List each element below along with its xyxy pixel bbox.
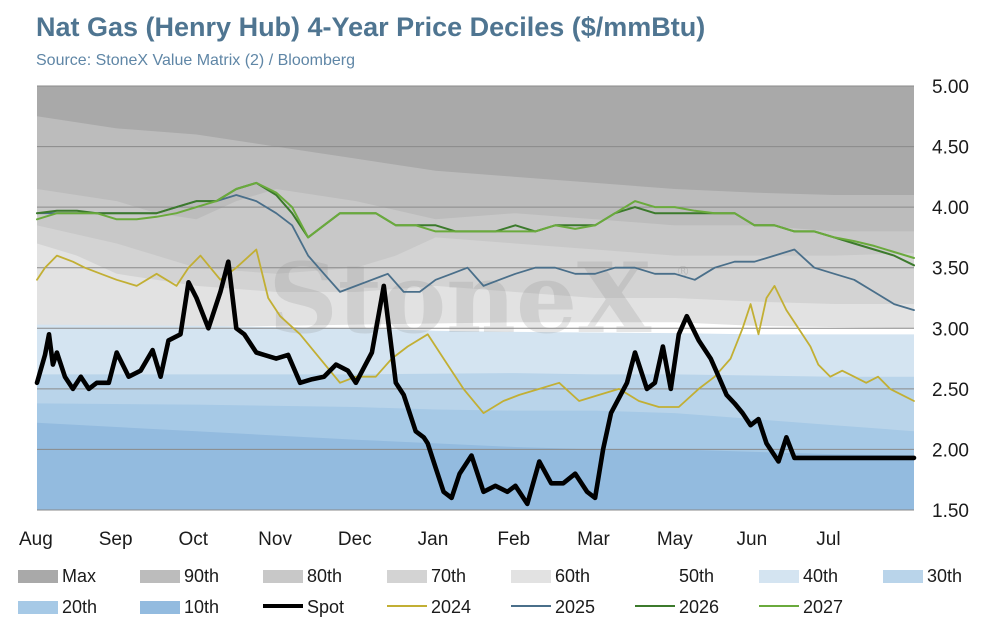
legend-swatch	[511, 569, 551, 583]
y-tick-label: 2.50	[932, 380, 969, 401]
legend-item-spot: Spot	[263, 596, 345, 617]
legend-swatch	[759, 569, 799, 583]
x-tick-label: Feb	[497, 529, 530, 550]
legend-item-40th: 40th	[759, 565, 839, 586]
x-tick-label: May	[657, 529, 693, 550]
series-2027	[36, 181, 915, 259]
legend-swatch	[635, 605, 675, 608]
legend-item-70th: 70th	[387, 565, 467, 586]
x-tick-label: Oct	[178, 529, 208, 550]
legend-label: Max	[62, 565, 97, 586]
legend-label: 70th	[431, 565, 467, 586]
y-tick-label: 2.00	[932, 440, 969, 461]
legend-swatch	[511, 605, 551, 608]
stonex-watermark: StoneX	[268, 242, 652, 355]
legend-item-2024: 2024	[387, 596, 472, 617]
gridlines	[37, 85, 914, 511]
legend-item-60th: 60th	[511, 565, 591, 586]
legend-label: 2024	[431, 596, 472, 617]
legend-swatch	[140, 569, 180, 583]
x-tick-label: Nov	[258, 529, 292, 550]
legend-item-2026: 2026	[635, 596, 720, 617]
legend-item-80th: 80th	[263, 565, 343, 586]
y-tick-label: 1.50	[932, 501, 969, 522]
chart-canvas: StoneX ® 5.004.504.003.503.002.502.001.5…	[19, 77, 969, 550]
legend-label: 20th	[62, 596, 98, 617]
legend-label: 80th	[307, 565, 343, 586]
legend-label: 60th	[555, 565, 591, 586]
legend-label: 40th	[803, 565, 839, 586]
legend-item-50th: 50th	[635, 565, 715, 586]
legend-label: 2025	[555, 596, 596, 617]
legend-item-2025: 2025	[511, 596, 596, 617]
legend-swatch	[387, 605, 427, 608]
legend-item-max: Max	[18, 565, 97, 586]
legend-label: 90th	[184, 565, 220, 586]
y-tick-label: 4.50	[932, 138, 969, 159]
y-tick-label: 3.00	[932, 319, 969, 340]
legend-swatch	[263, 604, 303, 609]
y-tick-label: 5.00	[932, 77, 969, 98]
chart-title: Nat Gas (Henry Hub) 4-Year Price Deciles…	[36, 12, 706, 42]
x-tick-label: Jul	[816, 529, 840, 550]
legend-label: 50th	[679, 565, 715, 586]
x-tick-label: Mar	[577, 529, 610, 550]
legend-label: 10th	[184, 596, 220, 617]
x-tick-label: Aug	[19, 529, 53, 550]
legend-item-2027: 2027	[759, 596, 844, 617]
x-axis: Aug Sep Oct Nov Dec Jan Feb Mar May Jun Jul	[19, 529, 841, 550]
legend-item-20th: 20th	[18, 596, 98, 617]
y-axis: 5.00 4.50 4.00 3.50 3.00 2.50 2.00 1.50	[932, 77, 969, 522]
series-spot	[34, 259, 917, 507]
series-2024	[36, 248, 915, 415]
legend-item-30th: 30th	[883, 565, 963, 586]
legend-label: 30th	[927, 565, 963, 586]
chart-subtitle: Source: StoneX Value Matrix (2) / Bloomb…	[36, 52, 355, 69]
legend-label: 2026	[679, 596, 720, 617]
price-series	[34, 181, 917, 507]
legend-label: Spot	[307, 596, 345, 617]
legend-item-10th: 10th	[140, 596, 220, 617]
legend-label: 2027	[803, 596, 844, 617]
legend-swatch	[387, 569, 427, 583]
y-tick-label: 3.50	[932, 259, 969, 280]
legend-swatch	[759, 605, 799, 608]
x-tick-label: Sep	[99, 529, 133, 550]
legend-swatch	[883, 569, 923, 583]
decile-bands	[37, 86, 914, 511]
x-tick-label: Jan	[418, 529, 449, 550]
legend-swatch	[18, 600, 58, 614]
x-tick-label: Jun	[737, 529, 768, 550]
legend-item-90th: 90th	[140, 565, 220, 586]
legend-swatch	[635, 569, 675, 583]
legend-swatch	[140, 600, 180, 614]
y-tick-label: 4.00	[932, 198, 969, 219]
legend-swatch	[18, 569, 58, 583]
x-tick-label: Dec	[338, 529, 372, 550]
legend-swatch	[263, 569, 303, 583]
